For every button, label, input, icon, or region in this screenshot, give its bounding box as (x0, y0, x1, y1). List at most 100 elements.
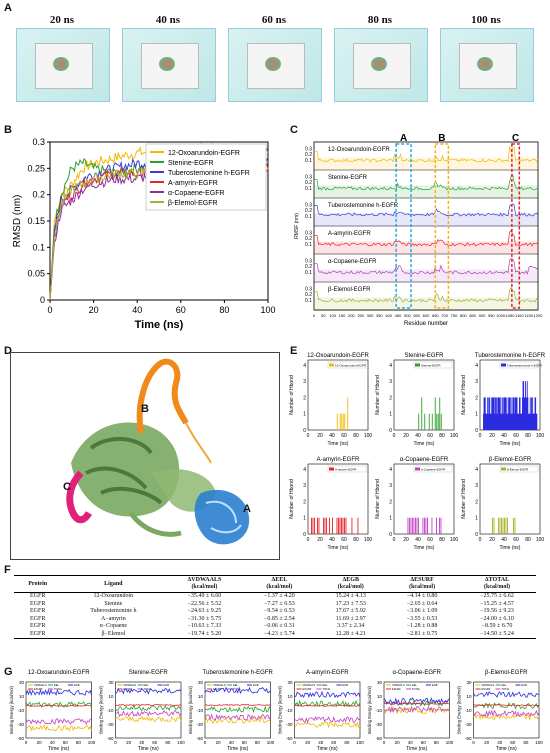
y-tick-label: 0.3 (305, 202, 312, 208)
simulation-box-image (334, 28, 428, 102)
hbond-bar (424, 413, 426, 430)
x-tick-label: 1150 (524, 313, 533, 318)
energy-series-line (473, 691, 540, 698)
table-cell: −24.00 ± 6.10 (480, 615, 514, 622)
hbond-bar (520, 413, 522, 430)
legend-swatch (329, 363, 334, 367)
hbond-bar (439, 517, 440, 534)
x-tick-label: 0 (383, 740, 386, 745)
x-tick-label: 40 (501, 537, 507, 543)
x-tick-label: 20 (305, 740, 311, 745)
hbond-chart-title: A-amyrin-EGFR (317, 457, 360, 463)
hbond-bar (336, 413, 338, 430)
hbond-bar (510, 413, 511, 430)
legend-label: EGB (74, 683, 80, 687)
y-tick-label: -10 (196, 708, 203, 713)
y-tick-label: 4 (389, 363, 392, 369)
energy-series-line (383, 702, 450, 705)
x-tick-label: 40 (501, 433, 507, 439)
hbond-bar (506, 397, 508, 430)
legend-label: 12-Oxoarundoin-EGFR (168, 150, 240, 157)
legend-box (145, 143, 267, 211)
x-tick-label: 40 (408, 740, 414, 745)
x-tick-label: 0 (25, 740, 28, 745)
legend-label: EGB (164, 683, 170, 687)
energy-series-line (383, 697, 450, 705)
hbond-bar (510, 397, 512, 430)
highlight-region (395, 143, 412, 309)
rmsf-series-line (314, 203, 539, 217)
energy-series-line (25, 718, 92, 725)
y-tick-label: -10 (286, 708, 293, 713)
y-axis-label: Binding Energy (kcal/mol) (278, 686, 283, 734)
table-header-cell: ΔVDWAALS (kcal/mol) (165, 575, 244, 593)
hbond-bar (494, 397, 496, 430)
table-cell: −22.56 ± 5.52 (187, 600, 222, 607)
x-tick-label: 1200 (534, 313, 544, 318)
legend-label: EGB (253, 683, 259, 687)
y-tick-label: 0 (303, 532, 306, 538)
legend-label: EEL (144, 683, 149, 687)
hbond-bar (503, 413, 505, 430)
legend-label: EEL (412, 683, 417, 687)
energy-chart-title: α-Copaene-EGFR (393, 670, 442, 676)
hbond-bar (522, 397, 523, 430)
y-tick-label: 2 (303, 395, 306, 401)
simulation-box-image (122, 28, 216, 102)
y-axis-label: Binding Energy (kcal/mol) (9, 686, 14, 734)
table-cell: −0.85 ± 2.54 (264, 615, 295, 622)
hbond-bar (492, 397, 493, 430)
y-tick-label: 3 (389, 379, 392, 385)
x-tick-label: 0 (313, 313, 316, 318)
x-tick-label: 60 (510, 740, 516, 745)
panel-letter-a: A (4, 2, 12, 14)
y-tick-label: 30 (466, 680, 472, 685)
x-tick-label: 60 (513, 537, 519, 543)
hbond-bar (436, 517, 437, 534)
hbond-bar (499, 517, 501, 534)
legend-label: Tuberostemonine h-EGFR (507, 364, 543, 368)
region-label-c: C (63, 481, 71, 493)
y-tick-label: 0.05 (27, 269, 45, 279)
table-cell: −0.06 ± 0.31 (264, 623, 295, 629)
legend-label: EEL (323, 683, 328, 687)
y-tick-label: -50 (17, 736, 24, 741)
legend-swatch (415, 467, 420, 471)
y-tick-label: 10 (108, 694, 114, 699)
table-cell: Stenine (104, 600, 123, 607)
x-axis-label: Time (ns) (414, 441, 435, 447)
hbond-bar (535, 413, 537, 430)
energy-series-line (204, 706, 271, 714)
y-tick-label: 4 (389, 467, 392, 473)
rmsf-series-line (314, 258, 539, 275)
legend-label: TOTAL (412, 687, 421, 691)
table-row: EGFR β−Elemol −19.74 ± 5.20 −4.23 ± 5.74 12.… (14, 630, 536, 639)
plot-frame (393, 359, 455, 431)
legend-label: A-amyrin-EGFR (335, 468, 357, 472)
table-cell: EGFR (30, 608, 46, 614)
hbond-bar (338, 517, 339, 534)
hbond-chart-title: Tuberostemonine h-EGFR (475, 353, 546, 359)
hbond-bar (492, 397, 494, 430)
hbond-bar (495, 413, 497, 430)
y-tick-label: 2 (303, 499, 306, 505)
y-axis-label: Number of Hbond (289, 479, 295, 519)
x-tick-label: 850 (469, 313, 476, 318)
hbond-bar (487, 397, 489, 430)
y-tick-label: 0.2 (305, 264, 312, 270)
y-tick-label: 0.3 (305, 146, 312, 152)
legend-label: VDWAALS (34, 683, 47, 687)
hbond-bar (490, 397, 492, 430)
x-tick-label: 0 (479, 537, 482, 543)
track-band (314, 213, 538, 226)
y-tick-label: 0.15 (27, 216, 45, 226)
legend-label: VDWAALS (213, 683, 226, 687)
hbond-bar (505, 397, 507, 430)
energy-chart-title: Stenine-EGFR (129, 670, 169, 676)
hbond-bar (418, 413, 420, 430)
table-row: EGFR Stenine −22.56 ± 5.52 −7.27 ± 6.53 17.2… (14, 601, 536, 609)
simulation-box-image (16, 28, 110, 102)
hbond-bar (519, 397, 520, 430)
x-tick-label: 1050 (506, 313, 516, 318)
x-tick-label: 0 (472, 740, 475, 745)
